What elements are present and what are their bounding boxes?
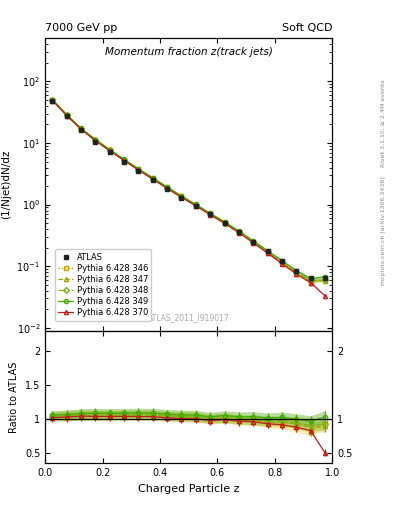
X-axis label: Charged Particle z: Charged Particle z bbox=[138, 484, 239, 494]
Text: mcplots.cern.ch [arXiv:1306.3436]: mcplots.cern.ch [arXiv:1306.3436] bbox=[381, 176, 386, 285]
Text: Rivet 3.1.10, ≥ 2.4M events: Rivet 3.1.10, ≥ 2.4M events bbox=[381, 79, 386, 167]
Y-axis label: Ratio to ATLAS: Ratio to ATLAS bbox=[9, 361, 19, 433]
Legend: ATLAS, Pythia 6.428 346, Pythia 6.428 347, Pythia 6.428 348, Pythia 6.428 349, P: ATLAS, Pythia 6.428 346, Pythia 6.428 34… bbox=[55, 249, 151, 321]
Text: Soft QCD: Soft QCD bbox=[282, 23, 332, 33]
Text: 7000 GeV pp: 7000 GeV pp bbox=[45, 23, 118, 33]
Y-axis label: (1/Njet)dN/dz: (1/Njet)dN/dz bbox=[1, 150, 11, 219]
Text: ATLAS_2011_I919017: ATLAS_2011_I919017 bbox=[148, 313, 230, 322]
Text: Momentum fraction z(track jets): Momentum fraction z(track jets) bbox=[105, 47, 273, 57]
